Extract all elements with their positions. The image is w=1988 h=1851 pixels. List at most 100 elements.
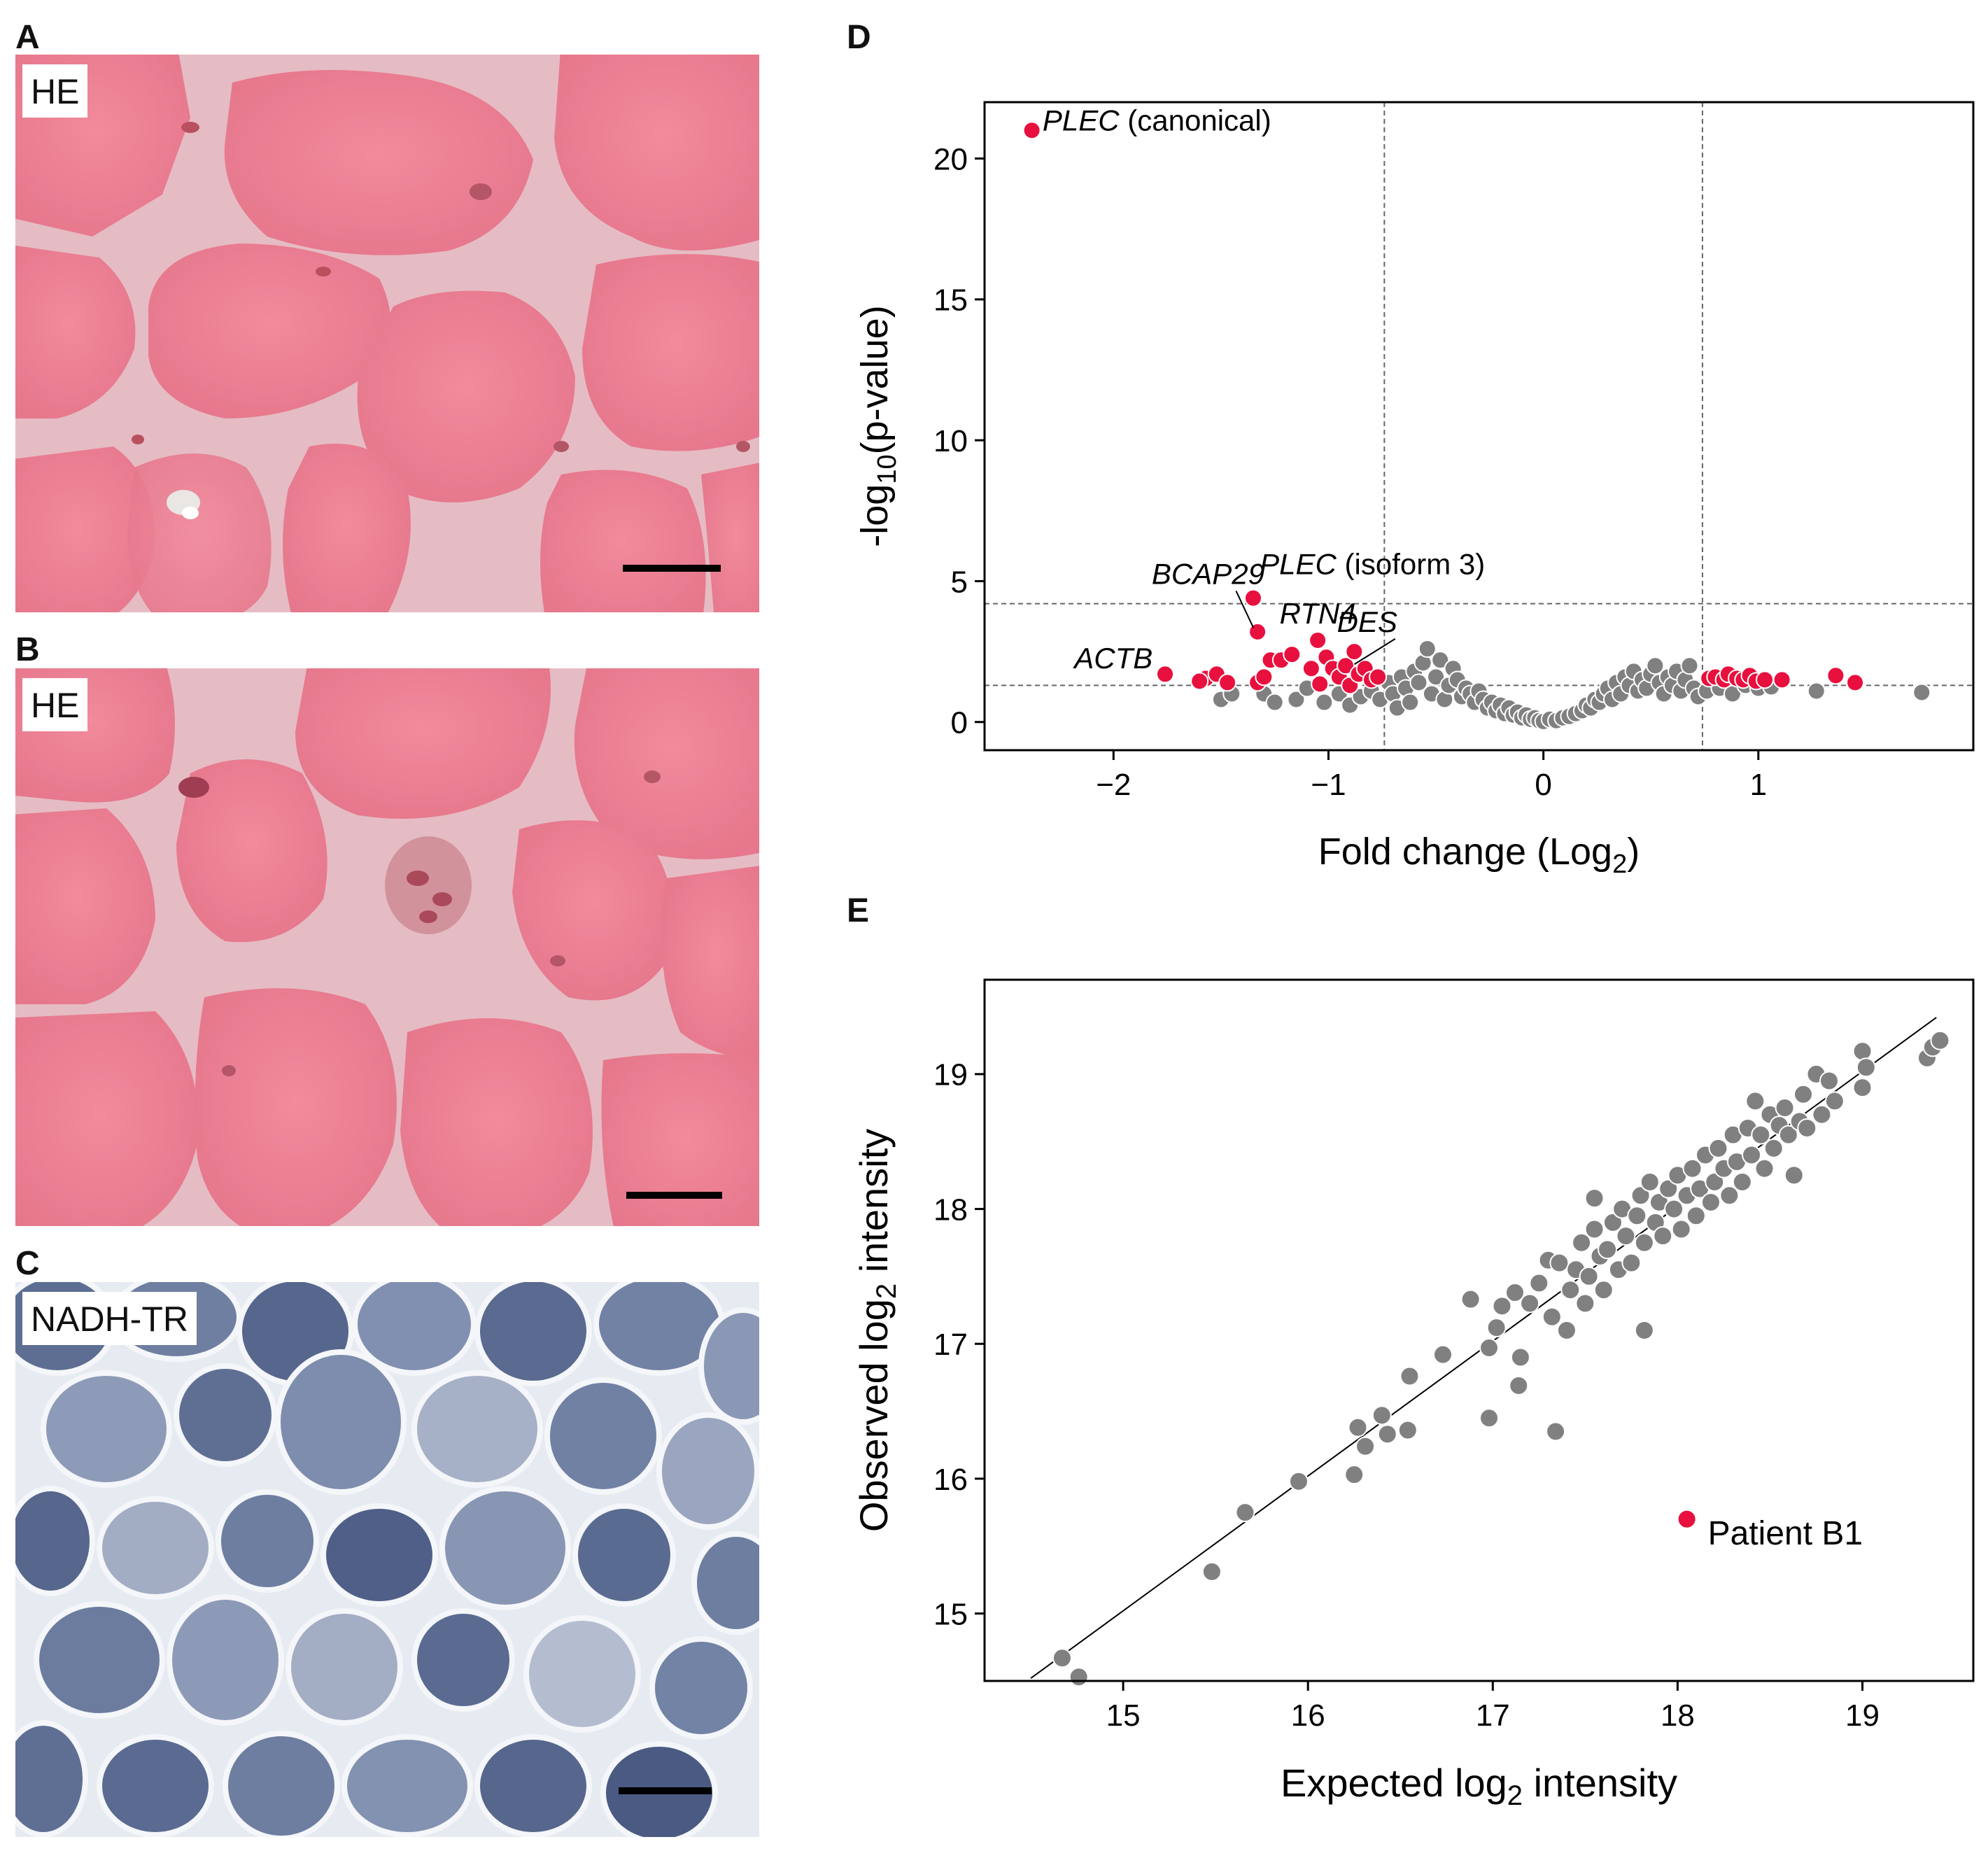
intensity-plot-frame (983, 978, 1975, 1682)
volcano-point-ns-88 (1807, 682, 1826, 701)
volcano-point-sig-22 (1349, 665, 1368, 684)
intensity-point-75 (1769, 1115, 1789, 1136)
d-x-tick-label-0: −2 (1096, 768, 1131, 802)
intensity-point-21 (1520, 1293, 1540, 1314)
volcano-point-ns-30 (1457, 679, 1476, 698)
volcano-point-ns-4 (1287, 690, 1306, 709)
volcano-y-axis-label: -log10(p-value) (854, 305, 902, 547)
intensity-point-2 (1201, 1561, 1222, 1582)
scale-bar-b (626, 1192, 722, 1199)
volcano-point-ns-73 (1654, 684, 1673, 703)
volcano-point-ns-11 (1371, 690, 1390, 709)
intensity-point-36 (1593, 1280, 1614, 1300)
he-fibers-illustration-b (15, 668, 759, 1226)
intensity-point-24 (1542, 1307, 1562, 1327)
volcano-point-ns-53 (1566, 704, 1585, 723)
volcano-point-ns-84 (1723, 684, 1742, 703)
intensity-point-62 (1708, 1138, 1728, 1158)
volcano-point-sig-0 (1022, 121, 1041, 140)
volcano-point-ns-33 (1469, 682, 1488, 701)
volcano-point-sig-26 (1700, 669, 1719, 688)
intensity-point-46 (1634, 1232, 1654, 1253)
volcano-point-sig-27 (1706, 668, 1725, 687)
volcano-point-sig-16 (1317, 648, 1336, 667)
volcano-point-ns-70 (1642, 665, 1661, 684)
volcano-point-sig-13 (1283, 645, 1302, 664)
intensity-y-ticks: 15 16 17 18 19 (933, 1058, 985, 1631)
intensity-point-81 (1797, 1118, 1817, 1138)
volcano-point-ns-24 (1431, 651, 1450, 670)
intensity-point-31 (1575, 1293, 1595, 1314)
intensity-point-1 (1069, 1667, 1089, 1687)
volcano-point-sig-29 (1719, 665, 1737, 684)
volcano-point-ns-55 (1577, 696, 1596, 715)
e-x-tick-label-3: 18 (1661, 1698, 1695, 1733)
volcano-point-ns-44 (1517, 705, 1536, 724)
intensity-point-90 (1922, 1037, 1943, 1057)
intensity-point-91 (1930, 1030, 1950, 1050)
volcano-point-ns-19 (1409, 673, 1428, 692)
volcano-point-sig-35 (1772, 670, 1791, 689)
volcano-point-sig-5 (1197, 669, 1215, 688)
volcano-point-ns-48 (1534, 712, 1553, 731)
volcano-point-ns-7 (1330, 684, 1348, 703)
volcano-point-ns-31 (1461, 684, 1480, 703)
intensity-point-80 (1793, 1084, 1814, 1104)
intensity-point-11 (1400, 1366, 1420, 1386)
volcano-point-ns-43 (1512, 708, 1531, 727)
volcano-point-ns-42 (1508, 703, 1527, 722)
gene-annotation-5: ACTB (1072, 642, 1152, 675)
volcano-x-ticks: −2 −1 0 1 (1096, 750, 1767, 802)
identity-line (1030, 1017, 1937, 1679)
intensity-point-72 (1754, 1158, 1775, 1178)
e-x-tick-label-2: 17 (1476, 1698, 1510, 1733)
volcano-point-ns-10 (1362, 682, 1381, 701)
volcano-point-sig-8 (1218, 673, 1237, 692)
intensity-point-82 (1806, 1064, 1826, 1084)
volcano-point-ns-47 (1530, 711, 1549, 730)
volcano-point-sig-12 (1271, 651, 1290, 670)
volcano-point-sig-28 (1714, 670, 1733, 689)
intensity-point-42 (1621, 1253, 1642, 1273)
nadh-fibers-illustration (15, 1282, 759, 1837)
volcano-point-ns-26 (1439, 676, 1458, 695)
intensity-point-68 (1737, 1118, 1758, 1138)
volcano-point-sig-9 (1248, 673, 1267, 692)
volcano-point-ns-17 (1401, 693, 1420, 712)
volcano-point-ns-6 (1315, 693, 1334, 712)
micrograph-he-b: HE (15, 668, 759, 1226)
annotation-leader-2 (1235, 591, 1255, 628)
volcano-point-ns-66 (1624, 662, 1643, 681)
volcano-point-ns-18 (1405, 662, 1424, 681)
intensity-point-74 (1763, 1138, 1784, 1158)
volcano-point-ns-5 (1297, 679, 1316, 698)
stain-label-he-b: HE (22, 678, 88, 731)
volcano-point-ns-69 (1637, 679, 1656, 698)
intensity-point-9 (1377, 1424, 1397, 1444)
intensity-point-87 (1852, 1041, 1873, 1062)
volcano-point-sig-19 (1337, 656, 1355, 675)
volcano-point-ns-74 (1658, 668, 1677, 687)
volcano-point-sig-18 (1330, 668, 1348, 687)
intensity-point-66 (1726, 1152, 1747, 1172)
intensity-point-50 (1653, 1226, 1673, 1246)
volcano-point-sig-25 (1369, 668, 1388, 687)
volcano-point-ns-9 (1351, 687, 1370, 706)
intensity-point-65 (1723, 1125, 1743, 1145)
intensity-point-54 (1671, 1219, 1691, 1239)
micrograph-he-a: HE (15, 55, 759, 612)
volcano-y-ticks: 0 5 10 15 20 (933, 142, 985, 740)
volcano-point-ns-82 (1698, 682, 1716, 701)
volcano-point-ns-64 (1616, 668, 1635, 687)
volcano-point-ns-62 (1607, 673, 1626, 692)
intensity-point-26 (1549, 1253, 1570, 1273)
gene-annotation-2: BCAP29 (1152, 557, 1264, 590)
patient-b1-point (1677, 1509, 1697, 1529)
intensity-points (1052, 1030, 1950, 1687)
intensity-point-25 (1546, 1421, 1566, 1442)
volcano-point-ns-63 (1612, 684, 1630, 703)
intensity-point-0 (1052, 1648, 1072, 1668)
intensity-point-30 (1572, 1232, 1592, 1253)
volcano-point-ns-0 (1211, 690, 1230, 709)
intensity-point-61 (1705, 1172, 1725, 1192)
